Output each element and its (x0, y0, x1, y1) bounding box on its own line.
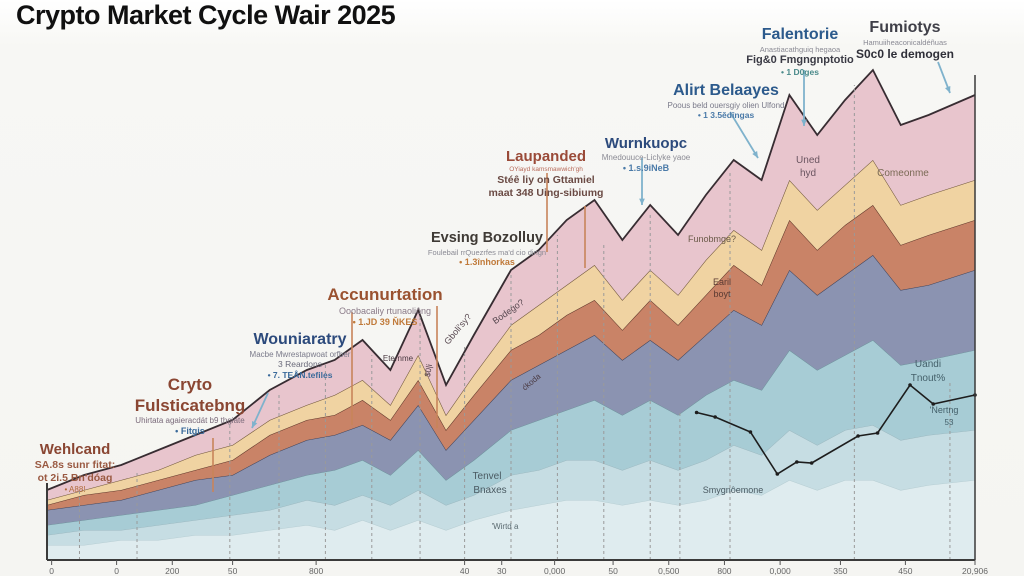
arrowhead-icon (801, 119, 807, 126)
x-tick-label: 30 (497, 566, 507, 576)
x-tick-label: 0,500 (658, 566, 680, 576)
in-chart-label: Uandi (915, 359, 941, 370)
in-chart-label: Eternme (383, 354, 414, 363)
in-chart-label: Earil (713, 277, 731, 287)
x-tick-label: 50 (608, 566, 618, 576)
price-point-marker (713, 415, 717, 419)
price-point-marker (775, 472, 780, 476)
x-tick-label: 800 (309, 566, 323, 576)
x-tick-label: 0,000 (544, 566, 566, 576)
in-chart-label: $0|i (423, 363, 434, 377)
chart-title: Crypto Market Cycle Wair 2025 (16, 0, 396, 30)
arrowhead-icon (252, 421, 258, 428)
x-tick-label: 0 (114, 566, 119, 576)
x-tick-label: 20,906 (962, 566, 988, 576)
in-chart-label: Smygnôemone (703, 485, 764, 495)
price-point-marker (856, 434, 860, 438)
x-tick-label: 450 (898, 566, 912, 576)
band-tan (47, 160, 975, 505)
in-chart-label: Gboli'sy? (442, 312, 473, 347)
in-chart-label: Bnaxes (473, 485, 506, 496)
price-point-marker (748, 430, 753, 434)
in-chart-label: boyt (713, 289, 731, 299)
x-tick-label: 350 (833, 566, 847, 576)
price-point-marker (809, 461, 814, 465)
price-point-marker (795, 460, 799, 464)
x-tick-label: 0 (49, 566, 54, 576)
in-chart-label: hyd (800, 168, 816, 179)
in-chart-label: 53 (945, 418, 954, 427)
band-pink (47, 70, 975, 500)
x-tick-label: 0,000 (769, 566, 791, 576)
band-top-edge-pink (46, 68, 976, 491)
in-chart-label: Funobmge? (688, 234, 736, 244)
x-tick-label: 800 (717, 566, 731, 576)
x-tick-label: 50 (228, 566, 238, 576)
annotation-arrow (729, 111, 759, 159)
arrowhead-icon (639, 198, 645, 205)
price-point-marker (908, 383, 912, 387)
x-tick-label: 200 (165, 566, 179, 576)
price-point-marker (694, 410, 699, 415)
arrowhead-icon (752, 151, 758, 158)
arrowhead-icon (945, 86, 951, 93)
annotation-arrow (251, 392, 269, 429)
price-point-marker (875, 431, 880, 435)
in-chart-label: 'Wirtd a (492, 522, 519, 531)
in-chart-label: Uned (796, 155, 820, 166)
in-chart-label: Comeonme (877, 168, 929, 179)
in-chart-label: 'Nertng (930, 405, 959, 415)
in-chart-label: Tnout% (911, 373, 946, 384)
price-point-marker (931, 402, 936, 406)
in-chart-label: Tenvel (473, 471, 502, 482)
x-tick-label: 40 (460, 566, 470, 576)
